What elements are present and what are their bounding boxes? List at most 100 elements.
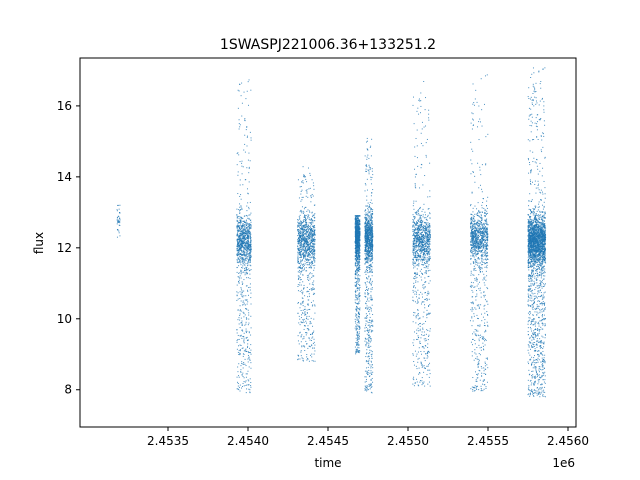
data-point: [368, 223, 370, 225]
data-point: [372, 321, 374, 323]
data-point: [249, 257, 251, 259]
data-point: [357, 290, 359, 292]
data-point: [312, 229, 314, 231]
data-point: [306, 181, 308, 183]
data-point: [312, 246, 314, 248]
data-point: [305, 240, 307, 242]
data-point: [417, 335, 419, 337]
data-point: [367, 266, 369, 268]
data-point: [417, 302, 419, 304]
data-point: [423, 367, 425, 369]
data-point: [236, 271, 238, 273]
data-point: [311, 179, 313, 181]
data-point: [241, 225, 243, 227]
data-point: [312, 226, 314, 228]
data-point: [239, 353, 241, 355]
data-point: [371, 299, 373, 301]
data-point: [414, 350, 416, 352]
data-point: [368, 300, 370, 302]
data-point: [305, 224, 307, 226]
data-point: [422, 259, 424, 261]
data-point: [359, 245, 361, 247]
data-point: [248, 249, 250, 251]
data-point: [243, 332, 245, 334]
data-point: [365, 230, 367, 232]
data-point: [298, 260, 300, 262]
data-point: [300, 267, 302, 269]
data-point: [371, 235, 373, 237]
data-point: [312, 244, 314, 246]
data-point: [414, 256, 416, 258]
data-point: [237, 351, 239, 353]
data-point: [300, 235, 302, 237]
data-point: [301, 181, 303, 183]
data-point: [241, 162, 243, 164]
data-point: [241, 254, 243, 256]
data-point: [236, 219, 238, 221]
data-point: [247, 262, 249, 264]
data-point: [308, 267, 310, 269]
data-point: [366, 225, 368, 227]
data-point: [237, 240, 239, 242]
data-point: [238, 254, 240, 256]
data-point: [311, 240, 313, 242]
data-point: [298, 267, 300, 269]
data-point: [421, 250, 423, 252]
data-point: [367, 202, 369, 204]
data-point: [243, 262, 245, 264]
data-point: [355, 218, 357, 220]
data-point: [303, 336, 305, 338]
data-point: [238, 123, 240, 125]
data-point: [312, 195, 314, 197]
data-point: [355, 239, 357, 241]
data-point: [238, 386, 240, 388]
data-point: [237, 230, 239, 232]
data-point: [250, 238, 252, 240]
data-point: [357, 346, 359, 348]
data-point: [364, 233, 366, 235]
data-point: [370, 252, 372, 254]
data-point: [306, 241, 308, 243]
data-point: [417, 259, 419, 261]
data-point: [356, 249, 358, 251]
data-point: [308, 233, 310, 235]
data-point: [429, 241, 431, 243]
data-point: [248, 253, 250, 255]
data-point: [311, 236, 313, 238]
data-point: [366, 137, 368, 139]
data-point: [369, 225, 371, 227]
data-point: [356, 240, 358, 242]
data-point: [422, 247, 424, 249]
data-point: [366, 245, 368, 247]
data-point: [301, 254, 303, 256]
data-point: [305, 229, 307, 231]
data-point: [307, 246, 309, 248]
data-point: [368, 341, 370, 343]
data-point: [312, 233, 314, 235]
data-point: [314, 241, 316, 243]
data-point: [249, 359, 251, 361]
data-point: [297, 284, 299, 286]
data-point: [367, 294, 369, 296]
data-point: [304, 224, 306, 226]
data-point: [298, 232, 300, 234]
data-point: [425, 338, 427, 340]
data-point: [370, 231, 372, 233]
data-point: [367, 385, 369, 387]
data-point: [236, 284, 238, 286]
data-point: [237, 276, 239, 278]
data-point: [307, 224, 309, 226]
data-point: [310, 354, 312, 356]
data-point: [311, 340, 313, 342]
data-point: [243, 243, 245, 245]
data-point: [355, 277, 357, 279]
data-point: [368, 226, 370, 228]
data-point: [357, 319, 359, 321]
data-point: [244, 233, 246, 235]
data-point: [249, 250, 251, 251]
data-point: [245, 243, 247, 245]
data-point: [239, 203, 241, 205]
data-point: [368, 338, 370, 340]
data-point: [242, 258, 244, 260]
data-point: [358, 253, 360, 255]
